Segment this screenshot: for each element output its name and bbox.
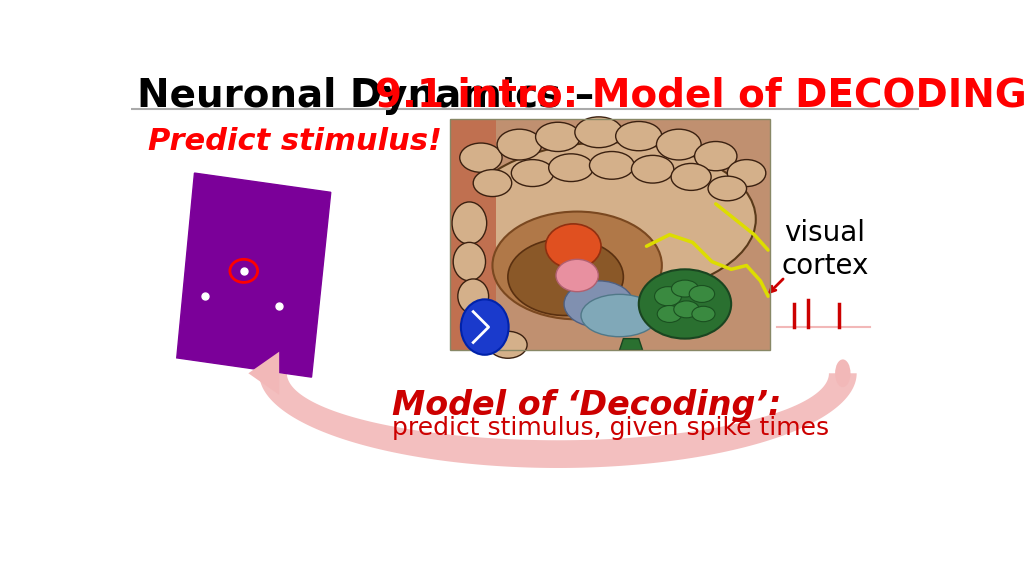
- Ellipse shape: [546, 224, 601, 268]
- Ellipse shape: [615, 122, 662, 151]
- Polygon shape: [249, 352, 280, 395]
- Ellipse shape: [692, 306, 715, 321]
- Ellipse shape: [549, 154, 593, 181]
- Ellipse shape: [536, 122, 581, 151]
- Text: visual
cortex: visual cortex: [781, 219, 868, 280]
- Ellipse shape: [672, 280, 698, 297]
- Ellipse shape: [467, 312, 502, 343]
- Ellipse shape: [708, 176, 746, 201]
- FancyBboxPatch shape: [451, 119, 497, 350]
- Ellipse shape: [836, 359, 851, 387]
- Ellipse shape: [654, 287, 682, 306]
- Ellipse shape: [511, 160, 554, 187]
- Ellipse shape: [581, 294, 658, 337]
- Bar: [451, 119, 770, 350]
- Ellipse shape: [574, 117, 623, 147]
- Ellipse shape: [590, 151, 634, 179]
- Ellipse shape: [689, 286, 715, 302]
- Ellipse shape: [656, 129, 701, 160]
- Ellipse shape: [497, 129, 542, 160]
- Ellipse shape: [458, 279, 488, 313]
- Ellipse shape: [657, 305, 682, 323]
- Ellipse shape: [674, 301, 699, 318]
- Ellipse shape: [556, 259, 598, 291]
- Ellipse shape: [454, 242, 485, 281]
- Ellipse shape: [671, 164, 711, 191]
- Ellipse shape: [452, 202, 486, 244]
- Ellipse shape: [473, 169, 512, 196]
- Ellipse shape: [508, 238, 624, 316]
- Text: predict stimulus, given spike times: predict stimulus, given spike times: [392, 416, 829, 439]
- Text: Neuronal Dynamics –: Neuronal Dynamics –: [137, 77, 607, 115]
- Ellipse shape: [488, 331, 527, 358]
- Ellipse shape: [632, 156, 674, 183]
- Ellipse shape: [639, 270, 731, 339]
- Text: Model of ‘Decoding’:: Model of ‘Decoding’:: [392, 389, 781, 422]
- Polygon shape: [620, 339, 643, 350]
- Ellipse shape: [461, 300, 509, 355]
- Text: 9.1 intro: Model of DECODING: 9.1 intro: Model of DECODING: [376, 77, 1024, 115]
- Ellipse shape: [694, 142, 737, 170]
- Ellipse shape: [460, 143, 502, 172]
- Polygon shape: [177, 173, 331, 377]
- Ellipse shape: [727, 160, 766, 187]
- Bar: [451, 119, 770, 350]
- Polygon shape: [259, 373, 857, 468]
- Ellipse shape: [493, 211, 662, 319]
- Ellipse shape: [564, 281, 634, 327]
- Text: Predict stimulus!: Predict stimulus!: [147, 127, 441, 156]
- Ellipse shape: [463, 142, 756, 296]
